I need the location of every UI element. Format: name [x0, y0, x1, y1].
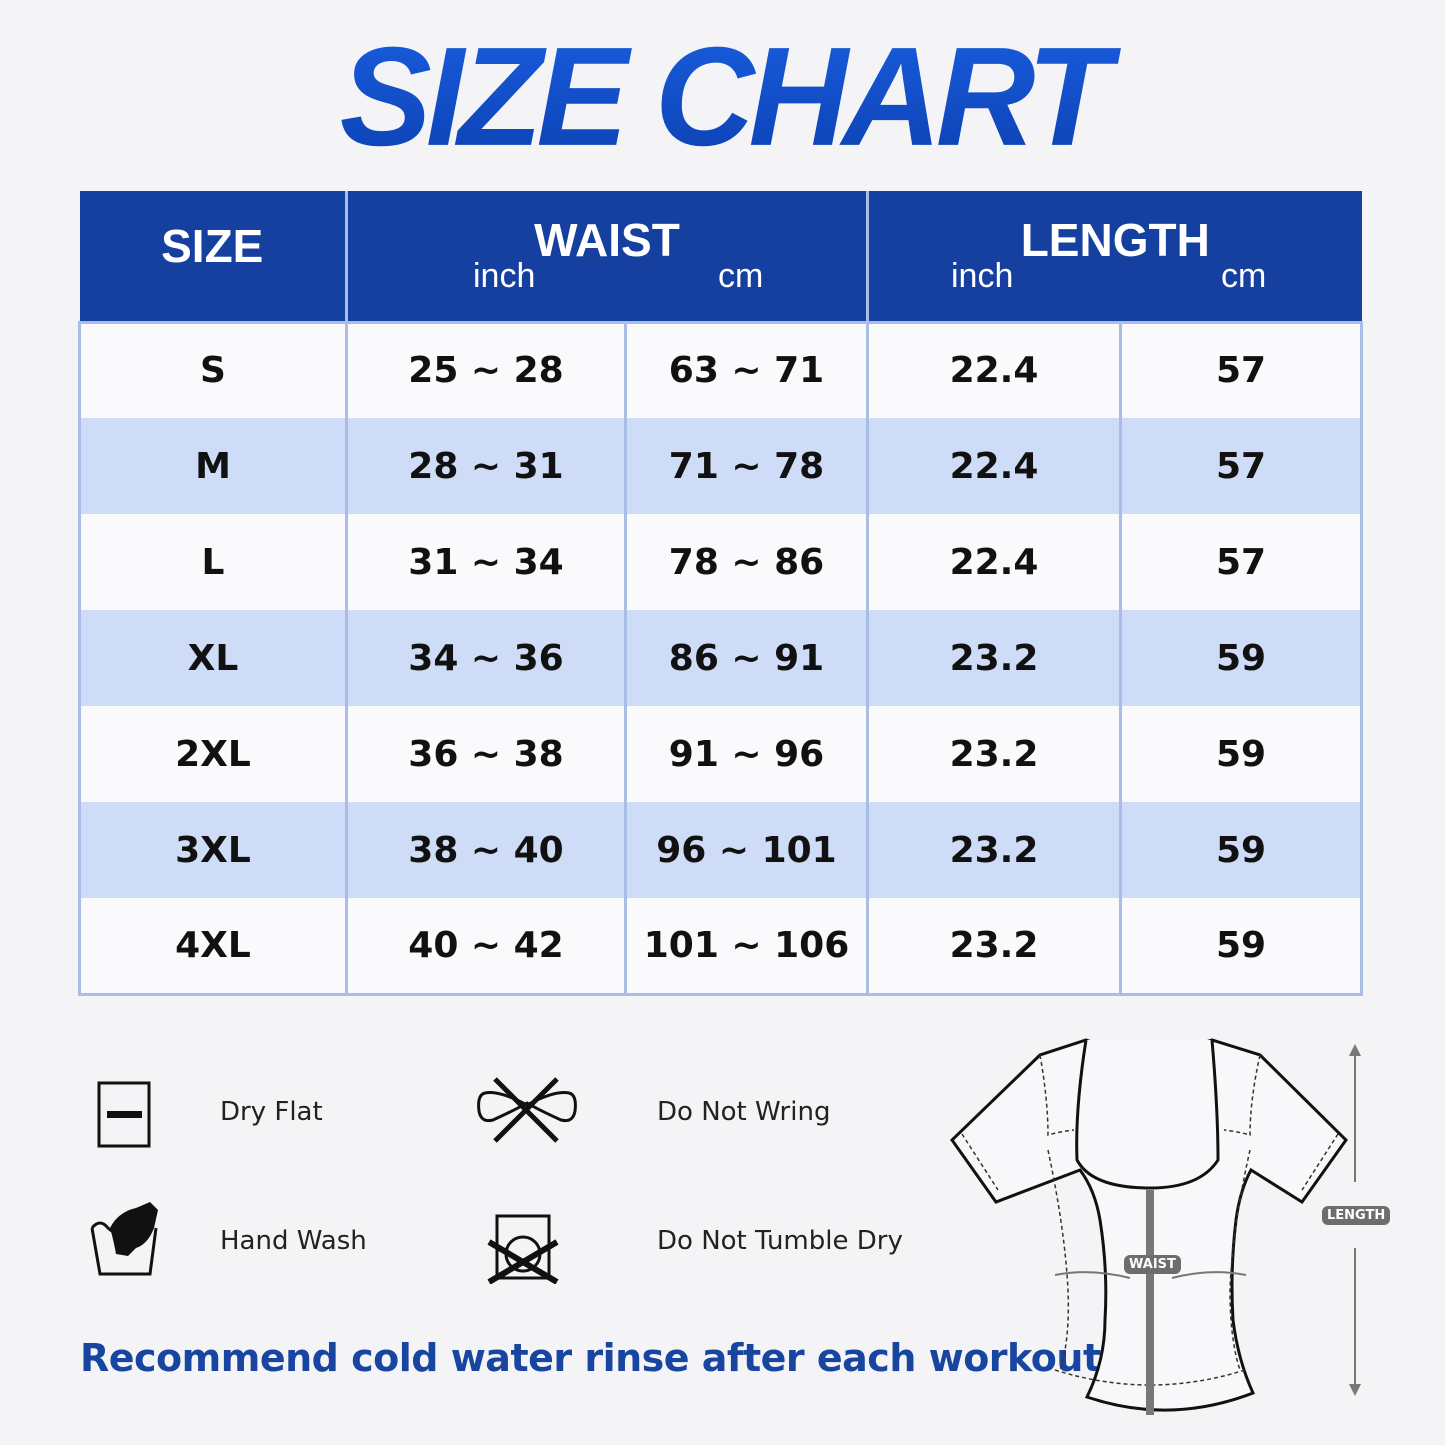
care-recommendation: Recommend cold water rinse after each wo… [80, 1336, 1115, 1380]
cell-length-in: 22.4 [866, 514, 1122, 610]
dry-flat-icon [97, 1081, 151, 1148]
table-row: 3XL 38 ~ 40 96 ~ 101 23.2 59 [78, 802, 1363, 898]
cell-waist-cm: 78 ~ 86 [624, 514, 869, 610]
waist-label: WAIST [1124, 1255, 1181, 1274]
care-label: Do Not Tumble Dry [657, 1226, 903, 1256]
cell-waist-cm: 86 ~ 91 [624, 610, 869, 706]
do-not-tumble-dry-icon [487, 1214, 559, 1284]
table-row: 4XL 40 ~ 42 101 ~ 106 23.2 59 [78, 898, 1363, 994]
cell-length-in: 23.2 [866, 898, 1122, 994]
cell-waist-in: 36 ~ 38 [345, 706, 627, 802]
cell-size: XL [78, 610, 348, 706]
table-row: XL 34 ~ 36 86 ~ 91 23.2 59 [78, 610, 1363, 706]
cell-size: S [78, 322, 348, 418]
cell-length-cm: 57 [1119, 514, 1363, 610]
header-length: LENGTH inch cm [867, 191, 1362, 322]
table-row: M 28 ~ 31 71 ~ 78 22.4 57 [78, 418, 1363, 514]
cell-waist-in: 31 ~ 34 [345, 514, 627, 610]
waist-inch-label: inch [473, 257, 536, 295]
cell-waist-cm: 71 ~ 78 [624, 418, 869, 514]
cell-waist-in: 38 ~ 40 [345, 802, 627, 898]
cell-length-cm: 57 [1119, 322, 1363, 418]
header-waist: WAIST inch cm [346, 191, 869, 322]
header-size: SIZE [79, 191, 348, 322]
care-label: Do Not Wring [657, 1097, 831, 1127]
cell-waist-in: 28 ~ 31 [345, 418, 627, 514]
do-not-wring-icon [477, 1077, 577, 1143]
table-row: S 25 ~ 28 63 ~ 71 22.4 57 [78, 322, 1363, 418]
length-inch-label: inch [951, 257, 1014, 295]
hand-wash-icon [90, 1202, 158, 1276]
cell-size: L [78, 514, 348, 610]
length-label: LENGTH [1322, 1206, 1391, 1225]
cell-length-cm: 59 [1119, 610, 1363, 706]
cell-waist-in: 25 ~ 28 [345, 322, 627, 418]
cell-size: 4XL [78, 898, 348, 994]
cell-waist-cm: 63 ~ 71 [624, 322, 869, 418]
cell-length-in: 23.2 [866, 610, 1122, 706]
cell-size: 2XL [78, 706, 348, 802]
cell-length-cm: 59 [1119, 898, 1363, 994]
cell-length-in: 22.4 [866, 322, 1122, 418]
cell-length-in: 23.2 [866, 802, 1122, 898]
cell-waist-cm: 96 ~ 101 [624, 802, 869, 898]
cell-waist-in: 40 ~ 42 [345, 898, 627, 994]
cell-waist-cm: 101 ~ 106 [624, 898, 869, 994]
cell-length-in: 23.2 [866, 706, 1122, 802]
length-cm-label: cm [1221, 257, 1267, 295]
cell-length-in: 22.4 [866, 418, 1122, 514]
cell-size: M [78, 418, 348, 514]
cell-waist-in: 34 ~ 36 [345, 610, 627, 706]
garment-diagram [950, 1038, 1361, 1415]
waist-cm-label: cm [718, 257, 764, 295]
cell-length-cm: 59 [1119, 802, 1363, 898]
cell-size: 3XL [78, 802, 348, 898]
size-table: SIZE WAIST inch cm LENGTH inch cm S 25 ~ … [78, 191, 1363, 996]
cell-waist-cm: 91 ~ 96 [624, 706, 869, 802]
cell-length-cm: 59 [1119, 706, 1363, 802]
table-row: 2XL 36 ~ 38 91 ~ 96 23.2 59 [78, 706, 1363, 802]
cell-length-cm: 57 [1119, 418, 1363, 514]
page-title: SIZE CHART [0, 16, 1445, 178]
care-label: Hand Wash [220, 1226, 367, 1256]
care-label: Dry Flat [220, 1097, 323, 1127]
table-row: L 31 ~ 34 78 ~ 86 22.4 57 [78, 514, 1363, 610]
